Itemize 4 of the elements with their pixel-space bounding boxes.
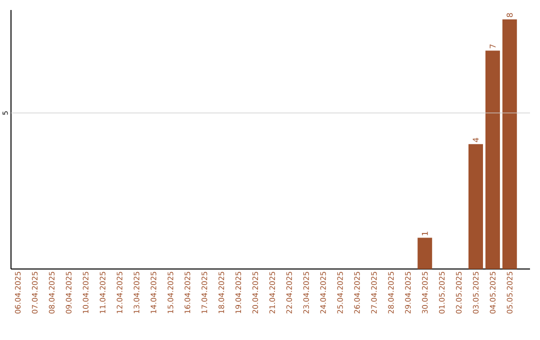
- bar: [418, 238, 432, 269]
- bar: [468, 144, 483, 269]
- bar: [485, 50, 500, 269]
- bar: [502, 19, 517, 269]
